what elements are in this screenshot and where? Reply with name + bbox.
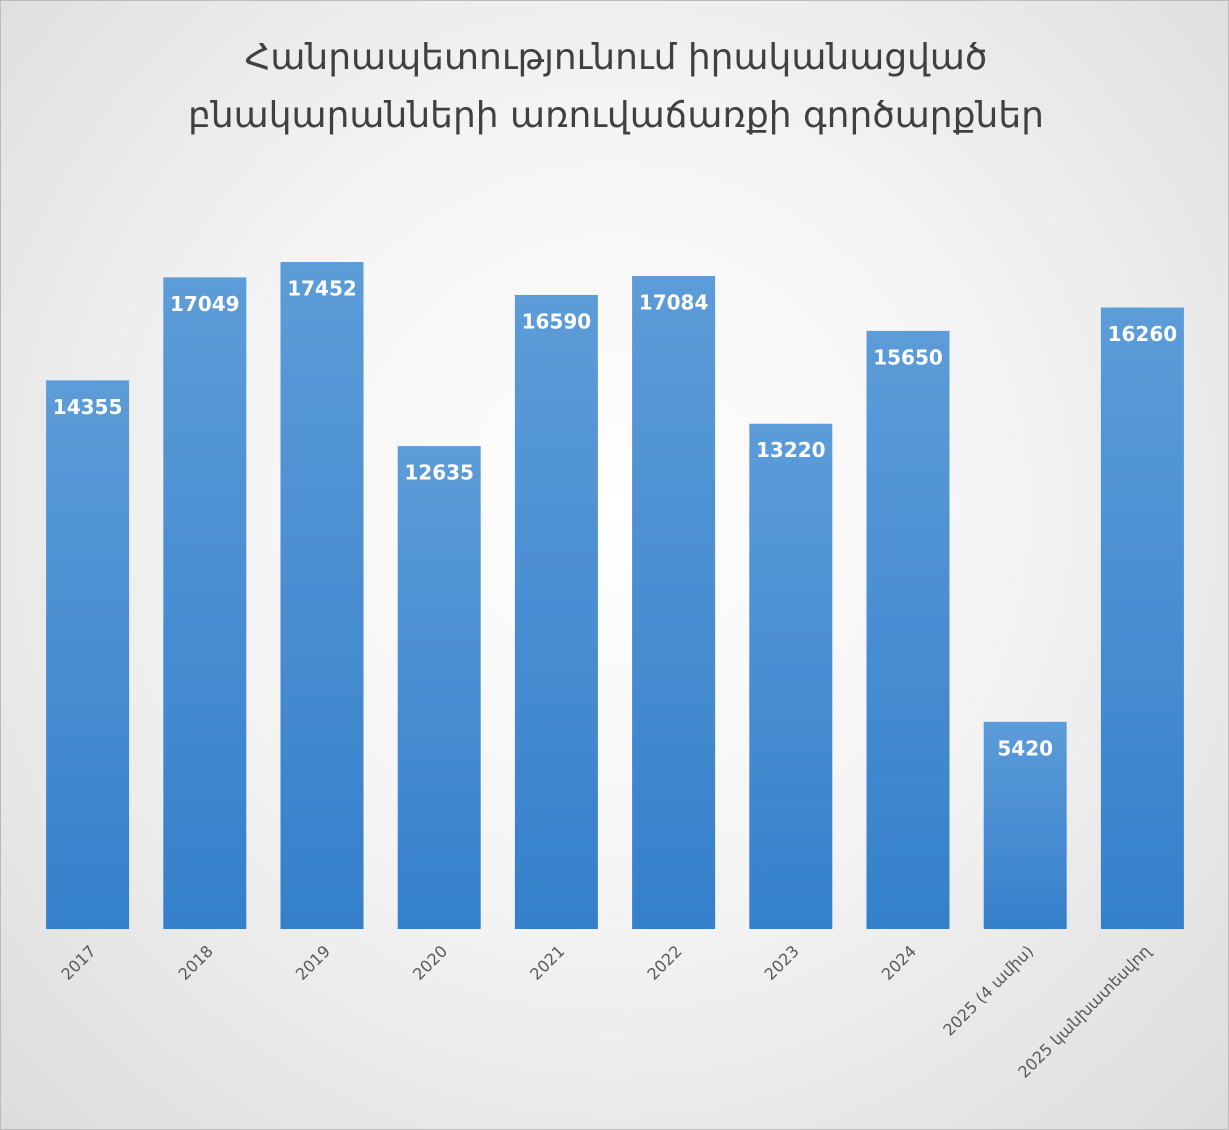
bar [163, 277, 247, 929]
bar [46, 380, 130, 929]
data-label: 12635 [404, 461, 474, 485]
x-tick-label: 2025 կանխատեսվող [1014, 941, 1155, 1082]
x-tick-label: 2017 [57, 942, 99, 984]
x-tick-label: 2025 (4 ամիս) [939, 942, 1037, 1040]
chart-title: Հանրապետությունում իրականացված բնակարանն… [188, 37, 1044, 136]
data-label: 17452 [287, 277, 357, 301]
bar [280, 262, 364, 929]
x-tick-label: 2024 [878, 942, 920, 984]
x-tick-label: 2018 [175, 942, 217, 984]
x-tick-label: 2020 [409, 942, 451, 984]
data-label: 13220 [756, 438, 826, 462]
bar [749, 423, 833, 929]
x-tick-label: 2022 [643, 942, 685, 984]
bar [1100, 307, 1184, 929]
bar [397, 446, 481, 929]
data-label: 14355 [53, 395, 123, 419]
data-label: 16590 [522, 309, 592, 333]
bar [632, 276, 716, 929]
bar [514, 294, 598, 929]
bar [983, 721, 1067, 929]
bar [866, 330, 950, 929]
x-tick-label: 2019 [292, 942, 334, 984]
data-label: 17049 [170, 292, 240, 316]
data-label: 16260 [1108, 322, 1178, 346]
data-label: 17084 [639, 291, 709, 315]
data-label: 5420 [997, 736, 1053, 760]
x-tick-label: 2023 [761, 942, 803, 984]
data-label: 15650 [873, 345, 943, 369]
x-tick-label: 2021 [526, 942, 568, 984]
